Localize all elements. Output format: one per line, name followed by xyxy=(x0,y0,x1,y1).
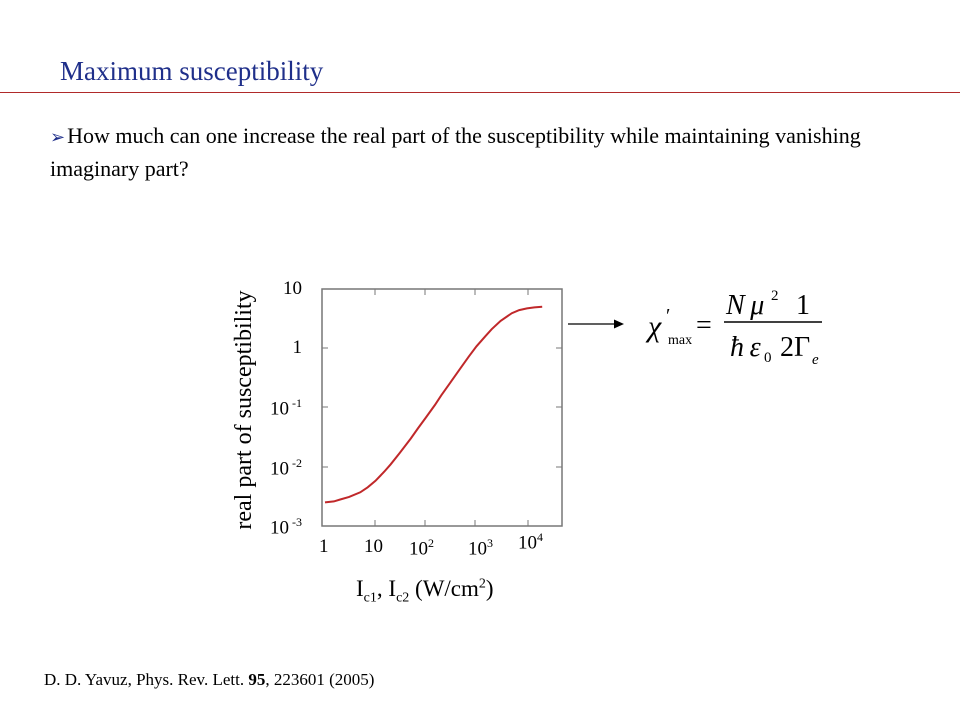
x-label-close: ) xyxy=(485,576,494,601)
x-label-unit-exp: 2 xyxy=(478,576,486,592)
bullet-arrow-icon: ➢ xyxy=(50,127,66,147)
y-tick-label: 10 -3 xyxy=(258,515,302,539)
formula-prime: ′ xyxy=(666,305,670,327)
frac1-numerator-exp: 2 xyxy=(771,288,779,304)
x-tick-base: 10 xyxy=(364,536,383,557)
y-tick-base: 10 xyxy=(270,398,289,420)
x-axis-label: Ic1, Ic2 (W/cm2) xyxy=(356,576,494,607)
frac2-numerator: 1 xyxy=(796,290,810,321)
bullet-text: How much can one increase the real part … xyxy=(50,123,861,181)
y-tick-label: 1 xyxy=(258,337,303,359)
frac1-denominator: ħ ε xyxy=(730,332,761,363)
bullet-point: ➢How much can one increase the real part… xyxy=(50,120,940,184)
y-tick-exponent: -3 xyxy=(289,515,302,529)
y-tick-base: 10 xyxy=(283,278,302,299)
susceptibility-curve xyxy=(324,305,543,504)
x-label-unit: (W/cm xyxy=(409,576,479,601)
formula-chi: χ xyxy=(645,310,662,343)
frac1-denominator-sub: 0 xyxy=(764,350,772,366)
tick-marks xyxy=(322,289,562,526)
x-tick-exponent: 2 xyxy=(428,536,434,550)
citation-prefix: D. D. Yavuz, Phys. Rev. Lett. xyxy=(44,670,249,689)
title-divider xyxy=(0,92,960,93)
x-tick-base: 10 xyxy=(409,538,428,560)
x-tick-exponent: 3 xyxy=(487,536,493,550)
x-label-sub1: c1 xyxy=(363,590,377,606)
formula-equals: = xyxy=(696,310,712,341)
y-tick-label: 10 -2 xyxy=(258,456,302,480)
y-tick-base: 10 xyxy=(270,458,289,480)
y-tick-base: 10 xyxy=(270,517,289,539)
x-tick-label: 102 xyxy=(409,536,434,560)
frac2-denominator-sub: e xyxy=(812,352,819,368)
x-tick-label: 103 xyxy=(468,536,493,560)
y-tick-base: 1 xyxy=(292,337,303,358)
x-tick-label: 10 xyxy=(364,536,383,558)
x-tick-base: 1 xyxy=(319,536,329,557)
x-label-sub2: c2 xyxy=(396,590,410,606)
arrow-head-icon xyxy=(614,319,624,329)
x-tick-exponent: 4 xyxy=(537,530,543,544)
slide-title: Maximum susceptibility xyxy=(60,56,324,86)
frac2-denominator: 2Γ xyxy=(780,332,810,363)
x-label-mid: , I xyxy=(376,576,397,601)
citation-volume: 95 xyxy=(248,670,266,689)
frac1-numerator: N μ xyxy=(725,290,764,321)
citation: D. D. Yavuz, Phys. Rev. Lett. 95, 223601… xyxy=(44,670,374,690)
formula-max: max xyxy=(668,333,692,348)
x-tick-label: 104 xyxy=(518,530,543,554)
y-tick-exponent: -2 xyxy=(289,456,302,470)
x-label-main: I xyxy=(356,576,364,601)
x-tick-base: 10 xyxy=(468,538,487,560)
citation-suffix: , 223601 (2005) xyxy=(265,670,375,689)
y-tick-label: 10 -1 xyxy=(258,396,302,420)
x-tick-label: 1 xyxy=(319,536,329,558)
y-tick-label: 10 xyxy=(258,278,302,300)
y-tick-exponent: -1 xyxy=(289,396,302,410)
x-tick-base: 10 xyxy=(518,532,537,554)
